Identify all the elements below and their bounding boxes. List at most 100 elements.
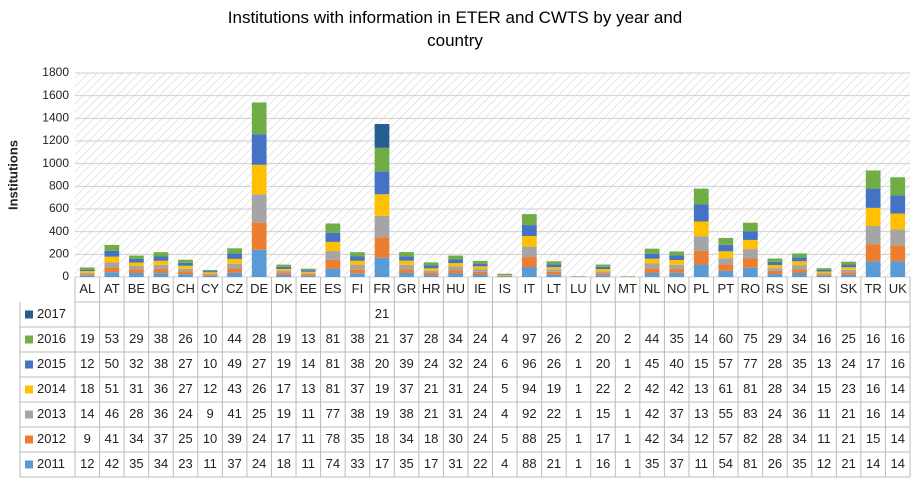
table-value: 21 [547,456,561,471]
plot-background [75,73,910,277]
bar-segment [350,269,365,274]
table-value: 21 [375,306,389,321]
table-value: 28 [768,381,782,396]
bar-segment [497,274,513,276]
table-value: 13 [694,381,708,396]
table-value: 24 [252,456,266,471]
bar-segment [129,262,144,267]
y-tick-label: 1800 [42,65,69,79]
bar-segment [644,268,660,274]
bar-segment [227,248,242,254]
bar-segment [104,256,120,263]
table-value: 49 [227,356,241,371]
table-value: 4 [501,331,508,346]
bar-segment [276,266,292,269]
bar-segment [890,229,906,246]
table-value: 50 [105,356,119,371]
x-tick-label: MT [618,281,637,296]
bar-segment [743,258,758,268]
bar-segment [227,268,242,273]
bar-segment [300,275,316,277]
x-tick-label: FR [373,281,390,296]
bar-segment [546,271,562,275]
bar-segment [743,239,758,250]
bar-segment [325,251,341,260]
x-tick-label: NL [644,281,661,296]
table-value: 14 [890,381,904,396]
x-tick-label: HR [422,281,441,296]
x-tick-label: UK [889,281,907,296]
table-value: 11 [302,456,316,471]
bar-segment [251,134,267,165]
table-value: 4 [501,406,508,421]
table-value: 24 [252,431,266,446]
bar-segment [153,252,169,257]
table-value: 19 [277,331,291,346]
table-value: 14 [301,356,315,371]
table-value: 26 [547,331,561,346]
bar-segment [595,271,611,274]
bar-segment [178,274,193,277]
bar-segment [816,271,832,274]
table-value: 16 [866,406,880,421]
table-value: 16 [817,331,831,346]
x-tick-label: PL [693,281,709,296]
bar-segment [448,270,464,274]
table-value: 1 [575,431,582,446]
table-value: 39 [227,431,241,446]
table-value: 35 [792,356,806,371]
table-value: 22 [596,381,610,396]
table-value: 57 [719,431,733,446]
bar-segment [472,274,488,277]
table-value: 24 [841,356,855,371]
table-value: 24 [178,406,192,421]
table-value: 19 [80,331,94,346]
bar-segment [79,269,95,271]
table-value: 38 [350,356,364,371]
bar-segment [300,271,316,274]
table-value: 28 [768,356,782,371]
table-value: 20 [596,331,610,346]
table-value: 44 [645,331,659,346]
table-value: 24 [473,356,487,371]
table-value: 17 [424,456,438,471]
bar-segment [743,267,758,277]
bar-segment [521,267,537,277]
bar-segment [693,264,709,277]
bar-segment [79,270,95,274]
bar-segment [227,258,242,264]
table-value: 32 [129,356,143,371]
bar-segment [325,259,341,269]
table-value: 82 [743,431,757,446]
table-value: 34 [129,431,143,446]
table-value: 24 [473,331,487,346]
bar-segment [521,214,537,226]
y-tick-label: 1600 [42,88,69,102]
table-value: 81 [743,381,757,396]
table-value: 35 [129,456,143,471]
bar-segment [153,260,169,265]
x-tick-label: SK [840,281,858,296]
y-tick-label: 1000 [42,156,69,170]
table-value: 22 [473,456,487,471]
legend-swatch [25,310,33,319]
bar-segment [767,270,783,275]
table-value: 31 [448,406,462,421]
bar-segment [521,246,537,258]
bar-segment [595,275,611,277]
legend-label: 2011 [37,456,65,471]
bar-segment [816,269,832,272]
y-tick-label: 400 [49,224,69,238]
table-value: 14 [80,406,94,421]
table-value: 11 [695,456,709,471]
bar-segment [350,273,365,277]
bar-segment [816,273,832,275]
table-value: 37 [399,381,413,396]
table-value: 42 [105,456,119,471]
bar-segment [300,273,316,275]
table-value: 42 [669,381,683,396]
table-value: 1 [624,406,631,421]
bar-segment [816,275,832,277]
table-value: 34 [792,331,806,346]
